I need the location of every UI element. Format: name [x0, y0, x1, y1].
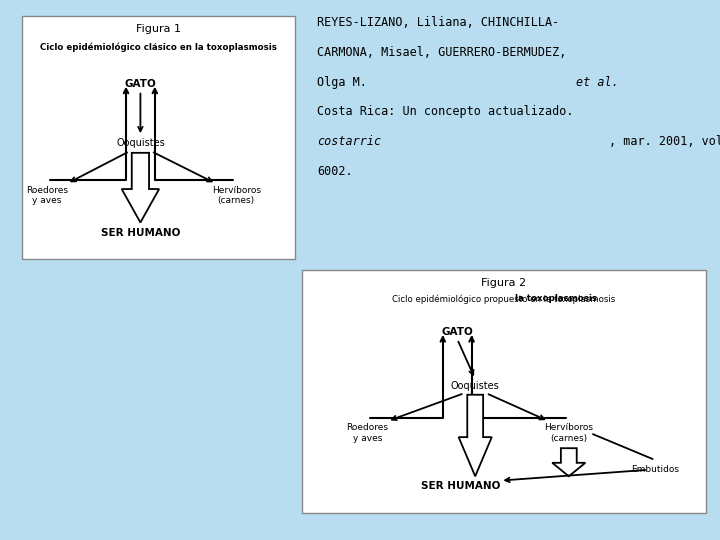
Text: et al.: et al.	[576, 76, 619, 89]
Text: Olga M.: Olga M.	[317, 76, 374, 89]
Text: Roedores
y aves: Roedores y aves	[346, 423, 388, 443]
Text: 6002.: 6002.	[317, 165, 352, 178]
Text: CARMONA, Misael, GUERRERO-BERMUDEZ,: CARMONA, Misael, GUERRERO-BERMUDEZ,	[317, 46, 566, 59]
Polygon shape	[459, 395, 492, 476]
FancyBboxPatch shape	[22, 16, 295, 259]
Text: Roedores
y aves: Roedores y aves	[26, 186, 68, 205]
Text: Ooquistes: Ooquistes	[451, 381, 500, 391]
Text: Embutidos: Embutidos	[631, 465, 679, 474]
Text: Ciclo epidémiológico clásico en la toxoplasmosis: Ciclo epidémiológico clásico en la toxop…	[40, 42, 276, 52]
Text: la toxoplasmosis: la toxoplasmosis	[515, 294, 597, 303]
Text: REYES-LIZANO, Liliana, CHINCHILLA-: REYES-LIZANO, Liliana, CHINCHILLA-	[317, 16, 559, 29]
Text: Ciclo epidémiológico propuesto en la toxoplasmosis: Ciclo epidémiológico propuesto en la tox…	[392, 294, 616, 304]
Text: Ooquistes: Ooquistes	[116, 138, 165, 148]
Text: SER HUMANO: SER HUMANO	[101, 228, 180, 238]
Text: Costa Rica: Un concepto actualizado.: Costa Rica: Un concepto actualizado.	[317, 105, 573, 118]
Text: Hervíboros
(carnes): Hervíboros (carnes)	[544, 423, 593, 443]
Text: costarric: costarric	[317, 135, 381, 148]
Text: GATO: GATO	[441, 327, 473, 337]
Text: Figura 2: Figura 2	[482, 278, 526, 288]
FancyBboxPatch shape	[302, 270, 706, 513]
Polygon shape	[122, 153, 159, 222]
Text: , mar. 2001, vol.43, no.1, p.36-38. ISSN 0001-: , mar. 2001, vol.43, no.1, p.36-38. ISSN…	[608, 135, 720, 148]
Polygon shape	[552, 448, 585, 476]
Text: Hervíboros
(carnes): Hervíboros (carnes)	[212, 186, 261, 205]
Text: Figura 1: Figura 1	[136, 24, 181, 35]
Text: GATO: GATO	[125, 79, 156, 89]
Text: SER HUMANO: SER HUMANO	[421, 481, 500, 491]
